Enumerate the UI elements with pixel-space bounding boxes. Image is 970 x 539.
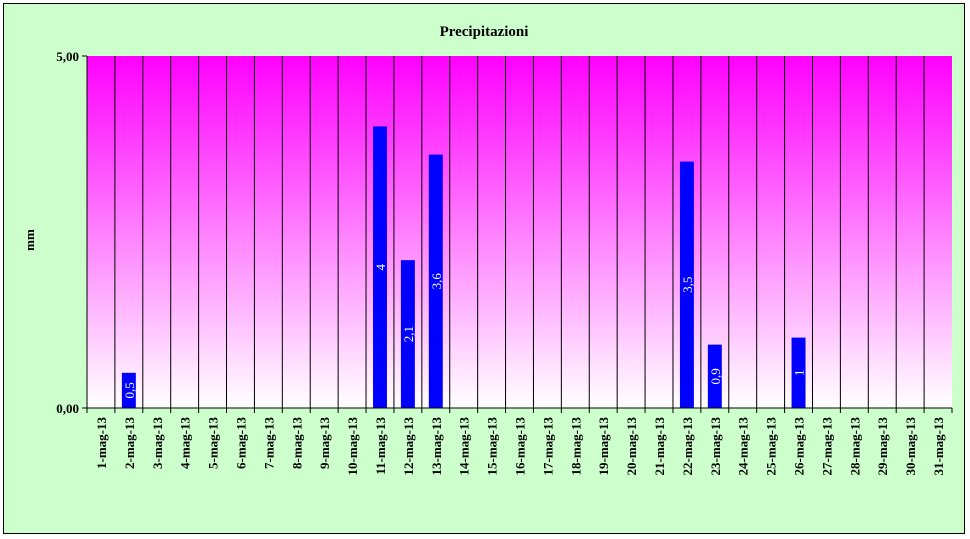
x-tick-label: 31-mag-13 [931, 417, 946, 476]
data-label: 3,6 [429, 273, 444, 290]
x-tick-label: 25-mag-13 [764, 417, 779, 476]
x-tick-label: 22-mag-13 [680, 417, 695, 476]
x-tick-label: 11-mag-13 [373, 417, 388, 475]
data-label: 4 [373, 263, 388, 270]
bar [373, 126, 387, 409]
x-tick-label: 26-mag-13 [792, 417, 807, 476]
x-tick-label: 6-mag-13 [233, 417, 248, 469]
y-tick-labels: 0,00 5,00 [56, 49, 79, 416]
y-tick-label: 0,00 [56, 401, 79, 416]
x-tick-label: 1-mag-13 [94, 417, 109, 469]
x-tick-label: 7-mag-13 [261, 417, 276, 469]
y-axis-label: mm [22, 229, 37, 251]
x-tick-label: 18-mag-13 [568, 417, 583, 476]
x-tick-label: 15-mag-13 [485, 417, 500, 476]
x-tick-label: 30-mag-13 [903, 417, 918, 476]
x-tick-label: 27-mag-13 [819, 417, 834, 476]
chart-title: Precipitazioni [440, 24, 529, 40]
x-tick-label: 3-mag-13 [150, 417, 165, 469]
x-tick-label: 21-mag-13 [652, 417, 667, 476]
data-label: 0,9 [708, 368, 723, 384]
bar [791, 337, 806, 408]
x-tick-label: 16-mag-13 [513, 417, 528, 476]
x-tick-label: 17-mag-13 [540, 417, 555, 476]
gridlines [114, 56, 925, 408]
x-tick-label: 5-mag-13 [206, 417, 221, 469]
x-tick-label: 13-mag-13 [429, 417, 444, 476]
data-label: 2,1 [401, 326, 416, 342]
x-tick-label: 23-mag-13 [708, 417, 723, 476]
x-tick-label: 4-mag-13 [178, 417, 193, 469]
chart-area: Precipitazioni mm 0,5 4 2,1 3,6 3,5 0,9 1 1-ma… [3, 3, 965, 534]
bar [121, 372, 136, 408]
x-tick-label: 10-mag-13 [345, 417, 360, 476]
x-tick-label: 9-mag-13 [317, 417, 332, 469]
data-label: 1 [792, 370, 807, 377]
x-tick-label: 29-mag-13 [875, 417, 890, 476]
bars: 0,5 4 2,1 3,6 3,5 0,9 1 [121, 126, 807, 409]
bar-chart: Precipitazioni mm 0,5 4 2,1 3,6 3,5 0,9 1 1-ma… [22, 24, 953, 476]
x-tick-label: 24-mag-13 [736, 417, 751, 476]
bar [707, 344, 722, 408]
bar [400, 260, 415, 408]
x-tick-label: 19-mag-13 [596, 417, 611, 476]
data-label: 0,5 [122, 382, 137, 398]
y-tick-label: 5,00 [56, 49, 79, 64]
x-tick-labels: 1-mag-13 2-mag-13 3-mag-13 4-mag-13 5-mag-13… [94, 417, 946, 476]
x-tick-label: 28-mag-13 [847, 417, 862, 476]
data-label: 3,5 [680, 277, 695, 293]
x-tick-label: 8-mag-13 [289, 417, 304, 469]
x-tick-label: 14-mag-13 [457, 417, 472, 476]
bar [679, 161, 694, 408]
x-tick-label: 20-mag-13 [624, 417, 639, 476]
x-tick-label: 12-mag-13 [401, 417, 416, 476]
x-tick-label: 2-mag-13 [122, 417, 137, 469]
bar [428, 154, 443, 408]
axes [82, 55, 953, 413]
plot-area [87, 56, 952, 408]
